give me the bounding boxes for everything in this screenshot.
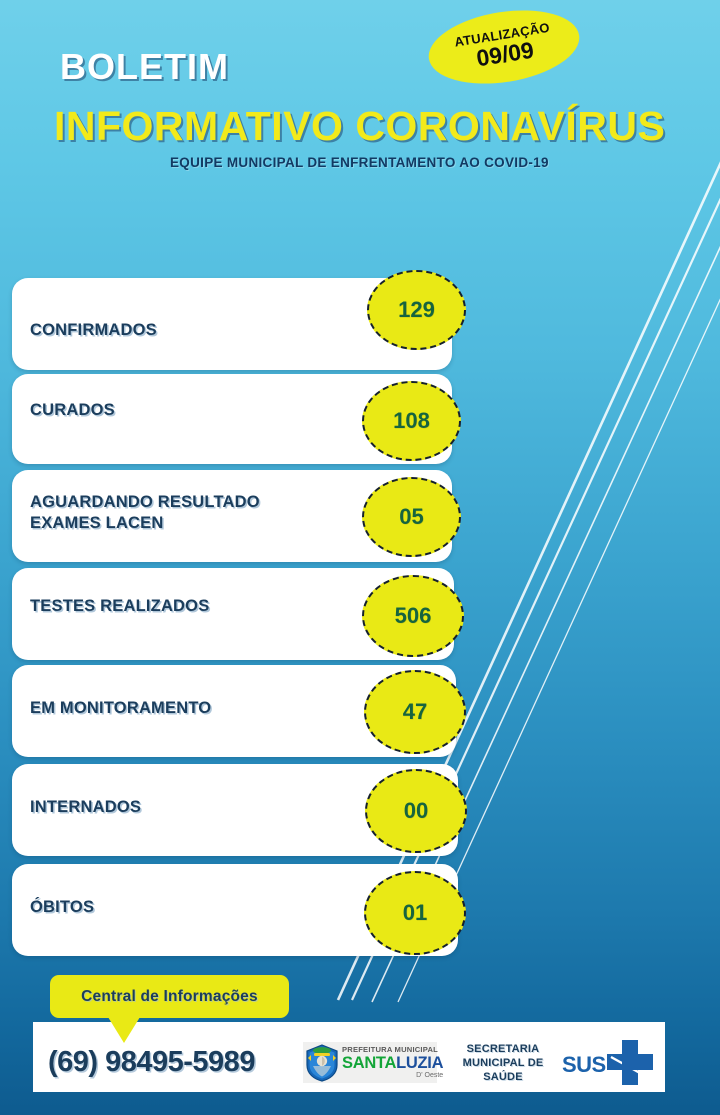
prefeitura-line3: D' Oeste [416, 1072, 444, 1080]
stat-card-value-bubble: 108 [362, 381, 461, 461]
stat-card-value: 00 [403, 798, 429, 823]
info-central-callout: Central de Informações [50, 975, 289, 1018]
callout-tail-icon [108, 1017, 140, 1043]
info-central-label: Central de Informações [81, 987, 258, 1005]
prefeitura-name: SANTALUZIA [342, 1053, 444, 1072]
sus-logo: SUS [562, 1038, 654, 1088]
stat-card: CONFIRMADOS 129 [12, 270, 466, 370]
stat-card: EM MONITORAMENTO 47 [12, 665, 466, 757]
sus-wordmark: SUS [562, 1052, 606, 1077]
stat-card: CURADOS 108 [12, 374, 461, 464]
stat-card-label: EM MONITORAMENTO [30, 699, 212, 717]
stat-card-value-bubble: 506 [362, 575, 464, 657]
prefeitura-santa-luzia-logo: PREFEITURA MUNICIPAL SANTALUZIA D' Oeste [303, 1042, 443, 1083]
stat-card-value: 47 [402, 699, 428, 724]
stat-card-value: 129 [398, 297, 435, 322]
stat-card: TESTES REALIZADOS 506 [12, 568, 464, 660]
prefeitura-line1: PREFEITURA MUNICIPAL [342, 1044, 438, 1054]
stat-card-value: 01 [402, 900, 428, 925]
stat-card-value-bubble: 47 [364, 670, 466, 754]
stat-card-label: CURADOS [30, 401, 115, 419]
coat-of-arms-icon [306, 1043, 338, 1082]
phone-number[interactable]: (69) 98495-5989 [48, 1046, 255, 1078]
stat-card: AGUARDANDO RESULTADO EXAMES LACEN 05 [12, 470, 461, 562]
prefeitura-logo-text: PREFEITURA MUNICIPAL SANTALUZIA D' Oeste [342, 1046, 443, 1079]
stat-card-value-bubble: 129 [367, 270, 466, 350]
stat-card-value-bubble: 00 [365, 769, 467, 853]
stat-card-label: TESTES REALIZADOS [30, 597, 210, 615]
prefeitura-name-luzia: LUZIA [396, 1053, 444, 1072]
secretaria-municipal-saude-label: SECRETARIA MUNICIPAL DE SAÚDE [462, 1043, 544, 1083]
stat-card-label: AGUARDANDO RESULTADO EXAMES LACEN [30, 493, 260, 533]
page-title-informativo: INFORMATIVO CORONAVÍRUS [54, 103, 666, 149]
stat-card: INTERNADOS 00 [12, 764, 467, 856]
prefeitura-name-santa: SANTA [342, 1053, 397, 1072]
stat-card-label: ÓBITOS [30, 898, 95, 916]
update-badge: ATUALIZAÇÃO 09/09 [423, 0, 585, 94]
stat-card-label: INTERNADOS [30, 798, 142, 816]
stat-card-value-bubble: 01 [364, 871, 466, 955]
stat-card-label: CONFIRMADOS [30, 321, 157, 339]
stat-card: ÓBITOS 01 [12, 864, 466, 956]
sus-cross-icon [607, 1040, 653, 1085]
stat-card-value: 506 [394, 603, 432, 628]
stat-card-value-bubble: 05 [362, 477, 461, 557]
page-subtitle: EQUIPE MUNICIPAL DE ENFRENTAMENTO AO COV… [170, 155, 549, 170]
stat-card-value: 05 [399, 504, 424, 529]
stat-card-value: 108 [393, 408, 430, 433]
page-title-boletim: BOLETIM [60, 46, 229, 87]
